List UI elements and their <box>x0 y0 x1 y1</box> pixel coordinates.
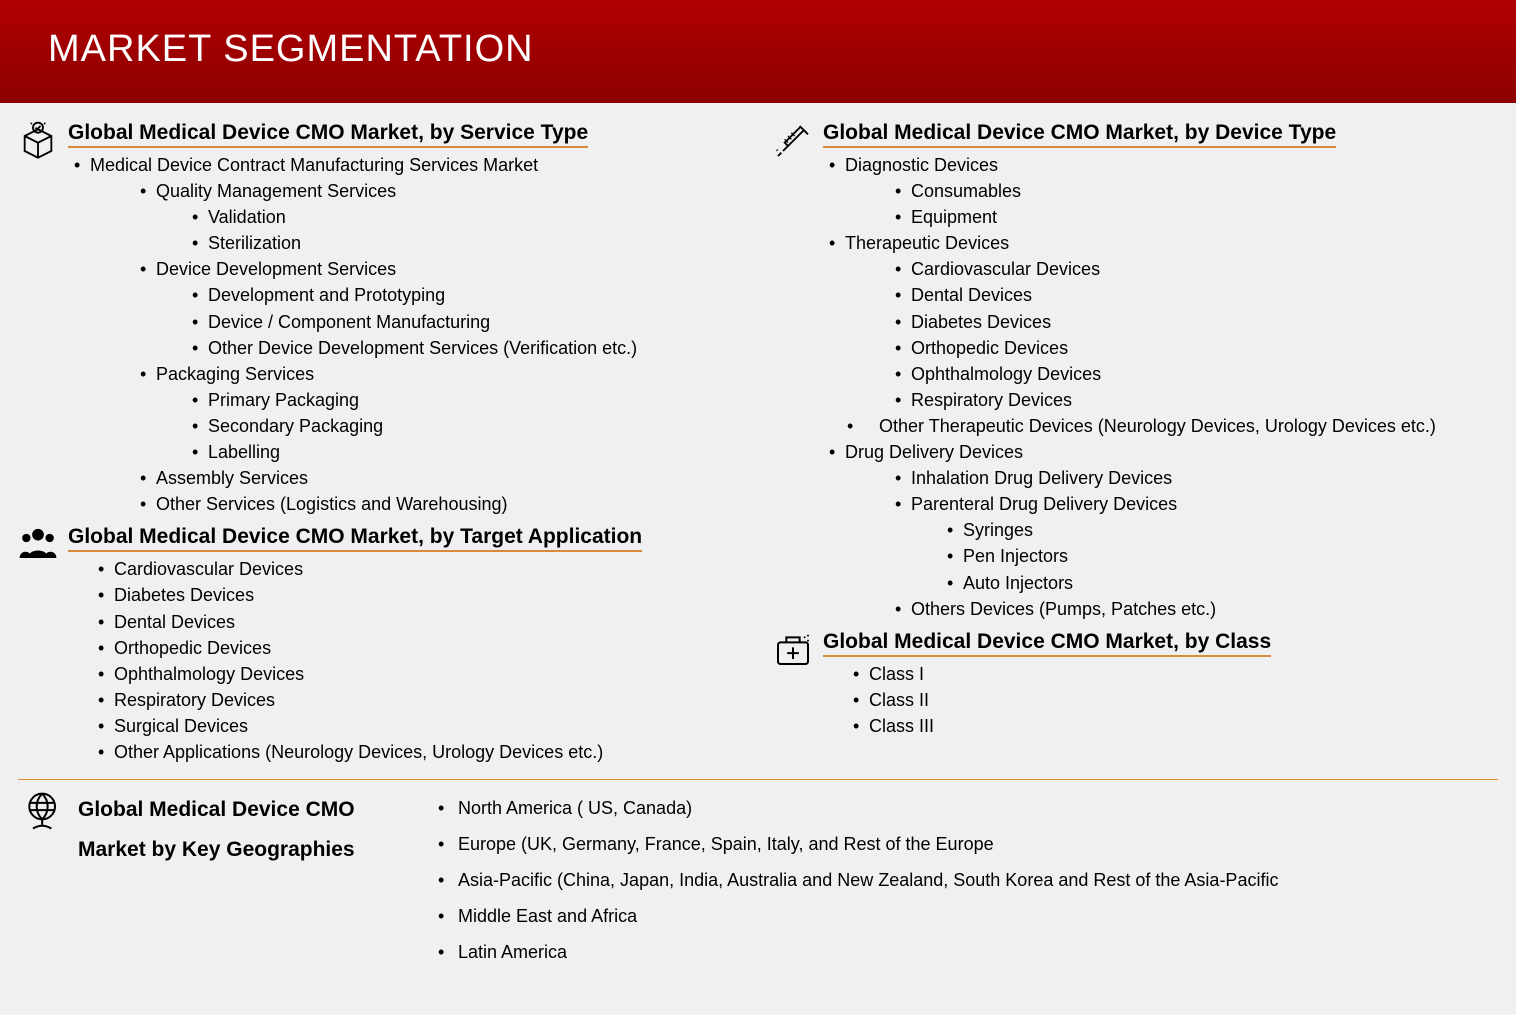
list-item: Therapeutic Devices Cardiovascular Devic… <box>829 230 1498 413</box>
list-item: Diabetes Devices <box>98 582 743 608</box>
list-item: Medical Device Contract Manufacturing Se… <box>74 152 743 517</box>
list-item: Europe (UK, Germany, France, Spain, Ital… <box>438 826 1498 862</box>
section-device-type: Global Medical Device CMO Market, by Dev… <box>773 121 1498 622</box>
list-item: Secondary Packaging <box>192 413 743 439</box>
list-item: Ophthalmology Devices <box>98 661 743 687</box>
list-item: Packaging Services Primary Packaging Sec… <box>140 361 743 465</box>
page-header: MARKET SEGMENTATION <box>0 0 1516 103</box>
list-item: Orthopedic Devices <box>98 635 743 661</box>
list-item: Middle East and Africa <box>438 898 1498 934</box>
list-item: Syringes <box>947 517 1498 543</box>
list-item: Sterilization <box>192 230 743 256</box>
section-service-type: Global Medical Device CMO Market, by Ser… <box>18 121 743 517</box>
list-item: Pen Injectors <box>947 543 1498 569</box>
list-item: Class I <box>853 661 1498 687</box>
list-item: Inhalation Drug Delivery Devices <box>895 465 1498 491</box>
list-item: Orthopedic Devices <box>895 335 1498 361</box>
list-item: Validation <box>192 204 743 230</box>
list-item: Other Device Development Services (Verif… <box>192 335 743 361</box>
list-item: Other Applications (Neurology Devices, U… <box>98 739 743 765</box>
globe-icon <box>18 790 78 834</box>
list-item: Auto Injectors <box>947 570 1498 596</box>
list-item: Equipment <box>895 204 1498 230</box>
list-item: North America ( US, Canada) <box>438 790 1498 826</box>
list-item: Respiratory Devices <box>98 687 743 713</box>
list-item: Consumables <box>895 178 1498 204</box>
list-item: Dental Devices <box>98 609 743 635</box>
list-item: Surgical Devices <box>98 713 743 739</box>
list-item: Device / Component Manufacturing <box>192 309 743 335</box>
list-item: Diagnostic Devices Consumables Equipment <box>829 152 1498 230</box>
list-item: Labelling <box>192 439 743 465</box>
list-item: Assembly Services <box>140 465 743 491</box>
section-title: Global Medical Device CMO Market, by Tar… <box>68 525 642 552</box>
people-icon <box>18 525 68 561</box>
list-item: Primary Packaging <box>192 387 743 413</box>
list-item: Ophthalmology Devices <box>895 361 1498 387</box>
list-item: Class III <box>853 713 1498 739</box>
page-title: MARKET SEGMENTATION <box>48 28 534 70</box>
list-item: Others Devices (Pumps, Patches etc.) <box>895 596 1498 622</box>
list-item: Cardiovascular Devices <box>98 556 743 582</box>
content-area: Global Medical Device CMO Market, by Ser… <box>0 103 1516 980</box>
section-target-application: Global Medical Device CMO Market, by Tar… <box>18 525 743 765</box>
list-item: Other Therapeutic Devices (Neurology Dev… <box>879 416 1436 436</box>
syringe-icon <box>773 121 823 161</box>
section-title: Global Medical Device CMO Market by Key … <box>78 790 428 870</box>
list-item: Cardiovascular Devices <box>895 256 1498 282</box>
medical-kit-icon <box>773 630 823 668</box>
list-item: Other Services (Logistics and Warehousin… <box>140 491 743 517</box>
box-check-icon <box>18 121 68 161</box>
list-item: Development and Prototyping <box>192 282 743 308</box>
list-item: Asia-Pacific (China, Japan, India, Austr… <box>438 862 1498 898</box>
section-geographies: Global Medical Device CMO Market by Key … <box>18 790 1498 970</box>
list-item: Respiratory Devices <box>895 387 1498 413</box>
list-item: Drug Delivery Devices Inhalation Drug De… <box>829 439 1498 622</box>
list-item: Diabetes Devices <box>895 309 1498 335</box>
section-by-class: Global Medical Device CMO Market, by Cla… <box>773 630 1498 739</box>
list-item: Device Development Services Development … <box>140 256 743 360</box>
section-title: Global Medical Device CMO Market, by Dev… <box>823 121 1336 148</box>
list-item: Quality Management Services Validation S… <box>140 178 743 256</box>
section-title: Global Medical Device CMO Market, by Cla… <box>823 630 1271 657</box>
divider <box>18 779 1498 780</box>
section-title: Global Medical Device CMO Market, by Ser… <box>68 121 588 148</box>
list-item: Latin America <box>438 934 1498 970</box>
list-item: Dental Devices <box>895 282 1498 308</box>
list-item: Parenteral Drug Delivery Devices Syringe… <box>895 491 1498 595</box>
list-item: Class II <box>853 687 1498 713</box>
